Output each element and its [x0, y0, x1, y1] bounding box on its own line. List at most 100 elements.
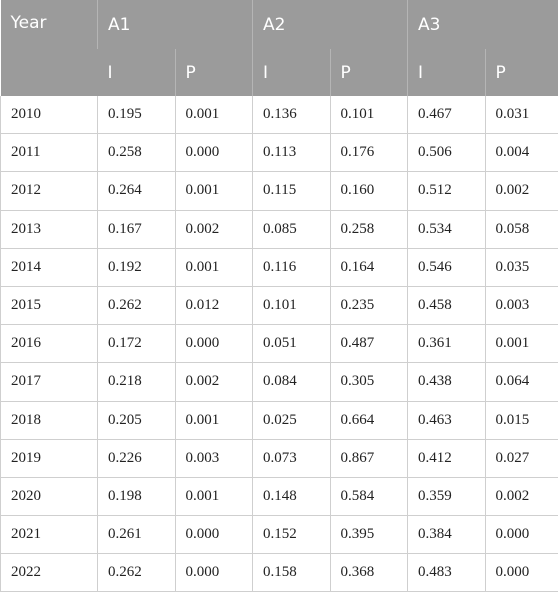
value-cell: 0.361 — [407, 324, 486, 364]
value-cell: 0.167 — [97, 210, 175, 249]
value-cell: 0.035 — [484, 248, 558, 287]
value-cell: 0.368 — [329, 553, 408, 593]
value-cell: 0.264 — [97, 171, 175, 211]
table-row: 2011 0.258 0.000 0.113 0.176 0.506 0.004 — [0, 133, 558, 173]
value-cell: 0.195 — [97, 96, 175, 135]
group-header-a2: A2 — [252, 0, 408, 49]
year-cell: 2021 — [0, 515, 98, 555]
table-row: 2013 0.167 0.002 0.085 0.258 0.534 0.058 — [0, 210, 558, 249]
group-header-a1: A1 — [96, 0, 253, 49]
table-row: 2021 0.261 0.000 0.152 0.395 0.384 0.000 — [0, 515, 558, 555]
value-cell: 0.176 — [329, 133, 408, 173]
value-cell: 0.664 — [329, 401, 408, 440]
value-cell: 0.867 — [329, 439, 408, 478]
value-cell: 0.015 — [484, 401, 558, 440]
value-cell: 0.305 — [329, 362, 408, 402]
header-group-row: Year A1 A2 A3 — [0, 0, 558, 96]
table-row: 2019 0.226 0.003 0.073 0.867 0.412 0.027 — [0, 439, 558, 478]
table-row: 2018 0.205 0.001 0.025 0.664 0.463 0.015 — [0, 401, 558, 440]
value-cell: 0.012 — [174, 286, 253, 326]
subheader-a1-p: P — [174, 49, 253, 96]
value-cell: 0.258 — [329, 210, 408, 249]
header-sub-row: I P I P I P — [1, 49, 558, 96]
value-cell: 0.534 — [407, 210, 486, 249]
value-cell: 0.192 — [97, 248, 175, 287]
value-cell: 0.116 — [252, 248, 331, 287]
value-cell: 0.148 — [252, 477, 331, 517]
value-cell: 0.412 — [407, 439, 486, 478]
value-cell: 0.031 — [484, 96, 558, 135]
value-cell: 0.084 — [252, 362, 331, 402]
value-cell: 0.001 — [174, 96, 253, 135]
value-cell: 0.004 — [484, 133, 558, 173]
year-cell: 2014 — [0, 248, 98, 287]
year-cell: 2011 — [0, 133, 98, 173]
value-cell: 0.002 — [484, 477, 558, 517]
value-cell: 0.003 — [484, 286, 558, 326]
table-row: 2016 0.172 0.000 0.051 0.487 0.361 0.001 — [0, 324, 558, 364]
subheader-a2-p: P — [329, 49, 408, 96]
value-cell: 0.467 — [407, 96, 486, 135]
year-cell: 2018 — [0, 401, 98, 440]
year-cell: 2013 — [0, 210, 98, 249]
value-cell: 0.000 — [174, 553, 253, 593]
value-cell: 0.152 — [252, 515, 331, 555]
value-cell: 0.584 — [329, 477, 408, 517]
value-cell: 0.001 — [174, 401, 253, 440]
value-cell: 0.027 — [484, 439, 558, 478]
value-cell: 0.218 — [97, 362, 175, 402]
value-cell: 0.258 — [97, 133, 175, 173]
table-row: 2020 0.198 0.001 0.148 0.584 0.359 0.002 — [0, 477, 558, 517]
value-cell: 0.261 — [97, 515, 175, 555]
value-cell: 0.235 — [329, 286, 408, 326]
table-body: 2010 0.195 0.001 0.136 0.101 0.467 0.031 2011 0.… — [0, 96, 558, 593]
value-cell: 0.001 — [174, 171, 253, 211]
value-cell: 0.359 — [407, 477, 486, 517]
year-column-header: Year — [0, 0, 98, 96]
subheader-a3-p: P — [484, 49, 558, 96]
table-row: 2015 0.262 0.012 0.101 0.235 0.458 0.003 — [0, 286, 558, 326]
subheader-a1-i: I — [97, 49, 175, 96]
value-cell: 0.058 — [484, 210, 558, 249]
value-cell: 0.395 — [329, 515, 408, 555]
table-row: 2022 0.262 0.000 0.158 0.368 0.483 0.000 — [0, 553, 558, 593]
subheader-a3-i: I — [407, 49, 486, 96]
value-cell: 0.001 — [174, 477, 253, 517]
year-cell: 2015 — [0, 286, 98, 326]
value-cell: 0.025 — [252, 401, 331, 440]
value-cell: 0.384 — [407, 515, 486, 555]
subheader-a2-i: I — [252, 49, 331, 96]
value-cell: 0.506 — [407, 133, 486, 173]
year-cell: 2022 — [0, 553, 98, 593]
value-cell: 0.000 — [174, 515, 253, 555]
value-cell: 0.160 — [329, 171, 408, 211]
value-cell: 0.198 — [97, 477, 175, 517]
value-cell: 0.085 — [252, 210, 331, 249]
value-cell: 0.164 — [329, 248, 408, 287]
value-cell: 0.001 — [484, 324, 558, 364]
value-cell: 0.458 — [407, 286, 486, 326]
value-cell: 0.158 — [252, 553, 331, 593]
value-cell: 0.226 — [97, 439, 175, 478]
value-cell: 0.546 — [407, 248, 486, 287]
group-header-a3: A3 — [407, 0, 558, 49]
value-cell: 0.000 — [174, 133, 253, 173]
value-cell: 0.262 — [97, 286, 175, 326]
year-cell: 2010 — [0, 96, 98, 135]
year-cell: 2017 — [0, 362, 98, 402]
value-cell: 0.113 — [252, 133, 331, 173]
value-cell: 0.000 — [484, 515, 558, 555]
table-row: 2017 0.218 0.002 0.084 0.305 0.438 0.064 — [0, 362, 558, 402]
table-row: 2012 0.264 0.001 0.115 0.160 0.512 0.002 — [0, 171, 558, 211]
value-cell: 0.172 — [97, 324, 175, 364]
value-cell: 0.073 — [252, 439, 331, 478]
value-cell: 0.463 — [407, 401, 486, 440]
value-cell: 0.205 — [97, 401, 175, 440]
value-cell: 0.064 — [484, 362, 558, 402]
value-cell: 0.002 — [174, 362, 253, 402]
value-cell: 0.001 — [174, 248, 253, 287]
value-cell: 0.438 — [407, 362, 486, 402]
year-cell: 2016 — [0, 324, 98, 364]
value-cell: 0.483 — [407, 553, 486, 593]
